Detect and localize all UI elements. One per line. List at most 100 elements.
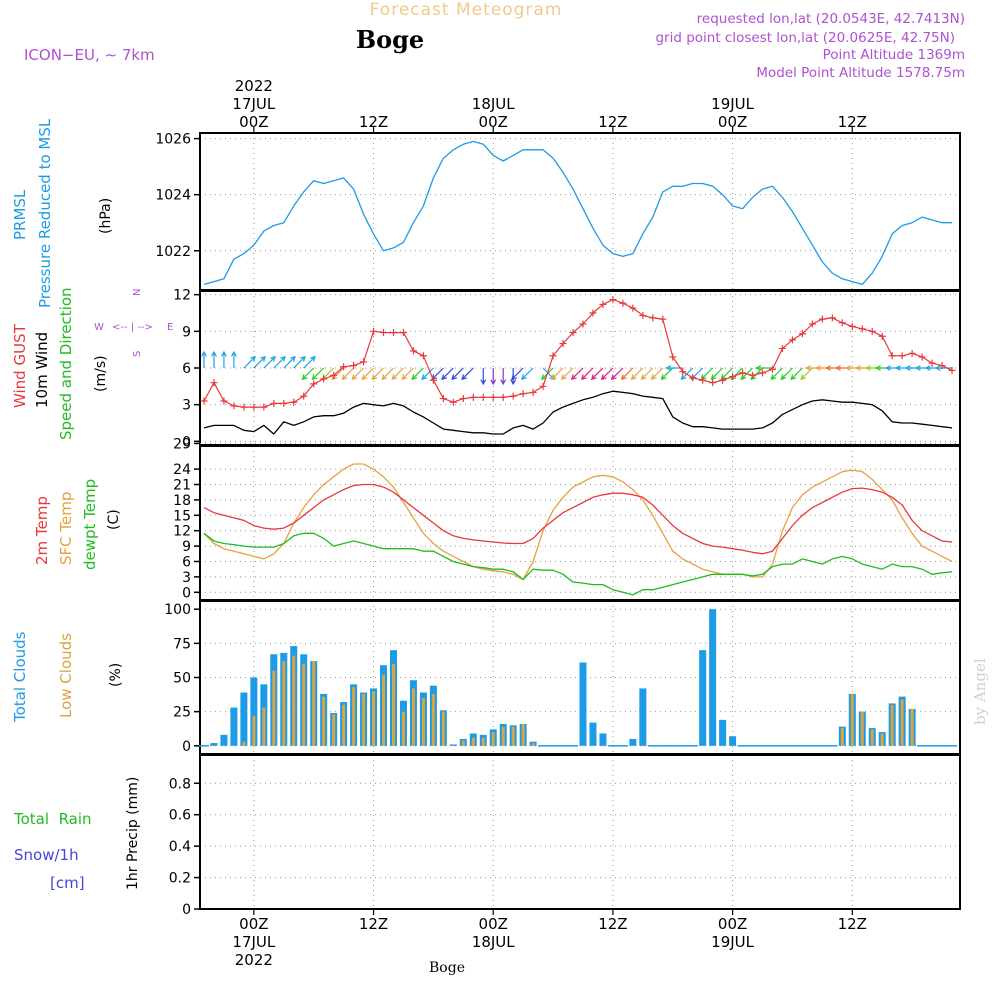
wind-gust-marker (938, 362, 946, 370)
precip-tick-label: 0.6 (169, 808, 191, 824)
low-clouds-bar (382, 674, 386, 746)
snow-label: Snow/1h (14, 846, 79, 864)
wind-gust-marker (429, 376, 437, 384)
wind-gust-marker (788, 336, 796, 344)
temperature-tick-label: 15 (173, 508, 191, 524)
time-label: 18JUL (472, 933, 515, 951)
low-clouds-bar (840, 728, 844, 746)
pressure-line (203, 140, 952, 286)
pressure-label-line1: PRMSL (11, 189, 29, 240)
low-clouds-bar (342, 704, 346, 746)
wind-panel-labels: Wind GUST 10m Wind Speed and Direction (… (11, 287, 173, 440)
wind-gust-marker (240, 403, 248, 411)
wind-gust-marker (599, 300, 607, 308)
time-label: 12Z (838, 113, 867, 131)
pressure-tick-label: 1024 (155, 188, 191, 204)
wind-gust-marker (818, 315, 826, 323)
low-clouds-bar (332, 714, 336, 746)
wind-gust-marker (838, 319, 846, 327)
low-clouds-bar (900, 699, 904, 746)
wind-direction-arrow (551, 367, 564, 380)
wind-direction-arrow-head (680, 374, 687, 381)
temp-unit: (C) (106, 509, 122, 530)
wind-gust-marker (519, 390, 527, 398)
time-label: 17JUL (232, 933, 275, 951)
wind-direction-arrow-head (500, 379, 507, 386)
wind-gust-marker (340, 363, 348, 371)
low-clouds-bar (322, 696, 326, 746)
wind-direction-arrow-head (924, 365, 931, 371)
wind-direction-arrow-head (230, 350, 237, 357)
wind-gust-marker (749, 371, 757, 379)
wind-direction-arrow (361, 367, 374, 380)
wind-direction-arrow-head (874, 365, 881, 371)
wind-direction-arrow (283, 356, 296, 369)
wind-gust-marker (768, 365, 776, 373)
wind-tick-label: 3 (182, 398, 191, 414)
wind-gust-marker (409, 347, 417, 355)
wind-direction-arrow (581, 367, 594, 380)
temp-2m-line (203, 483, 953, 555)
wind-gust-marker (549, 352, 557, 360)
pressure-panel: 1022 1024 1026 (155, 132, 961, 291)
temperature-tick-label: 9 (182, 539, 191, 555)
wind-tick-label: 0 (182, 434, 191, 450)
wind-direction-arrow (681, 367, 694, 380)
compass-south: S (132, 351, 143, 357)
clouds-tick-label: 0 (182, 739, 191, 755)
precip-tick-label: 0 (182, 902, 191, 918)
wind-gust-marker (210, 379, 218, 387)
temperature-tick-label: 29 (173, 436, 191, 452)
wind-panel: 0 3 6 9 12 (173, 288, 961, 450)
total-clouds-bar (639, 688, 647, 746)
wind-gust-label: Wind GUST (11, 323, 29, 408)
wind-gust-marker (649, 314, 657, 322)
wind-direction-arrow-head (914, 365, 921, 371)
wind-direction-arrow (293, 356, 306, 369)
wind-gust-marker (798, 330, 806, 338)
wind-direction-arrow-head (800, 374, 807, 381)
wind-gust-marker (719, 376, 727, 384)
wind-gust-marker (280, 399, 288, 407)
wind-direction-arrow-head (461, 374, 468, 381)
wind-gust-marker (419, 352, 427, 360)
low-clouds-bar (910, 708, 914, 746)
time-label: 12Z (838, 915, 867, 933)
wind-gust-marker (699, 376, 707, 384)
time-label: 12Z (598, 915, 627, 933)
footer-station: Boge (429, 960, 465, 976)
total-clouds-bar (709, 609, 717, 746)
total-clouds-label: Total Clouds (11, 631, 29, 723)
requested-coords: requested lon,lat (20.0543E, 42.7413N) (697, 11, 965, 27)
wind-direction-arrow-head (610, 374, 617, 381)
compass-icon: N S W E <-- | --> (94, 289, 173, 357)
wind-gust-marker (858, 325, 866, 333)
wind-direction-arrow (701, 367, 714, 380)
wind-direction-arrow-head (710, 374, 717, 381)
wind-direction-arrow-head (391, 374, 398, 381)
low-clouds-label: Low Clouds (57, 633, 75, 718)
wind-gust-marker (609, 296, 617, 304)
wind-direction-arrow-head (540, 374, 547, 381)
wind-direction-arrow-head (301, 374, 308, 381)
wind-direction-arrow-head (770, 374, 777, 381)
wind-gust-marker (200, 397, 208, 405)
precip-axis-title: 1hr Precip (mm) (125, 777, 141, 890)
time-label: 2022 (235, 77, 273, 95)
low-clouds-bar (391, 663, 395, 746)
wind-direction-arrow (730, 367, 743, 380)
wind-gust-marker (908, 349, 916, 357)
wind-direction-arrow (273, 356, 286, 369)
time-label: 00Z (479, 915, 508, 933)
wind-gust-marker (569, 329, 577, 337)
wind-direction-arrow-head (290, 355, 296, 362)
total-rain-label: Total Rain (13, 810, 92, 828)
wind-direction-arrow-head (845, 365, 851, 371)
clouds-unit: (%) (108, 663, 124, 687)
wind-direction-arrow-head (221, 350, 227, 357)
total-clouds-bar (699, 650, 707, 746)
wind-direction-arrow (780, 367, 793, 380)
wind-gust-marker (888, 352, 896, 360)
